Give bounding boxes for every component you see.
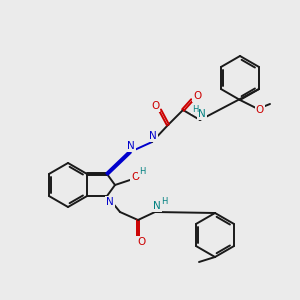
Text: O: O [256,105,264,115]
Text: N: N [149,131,157,141]
Text: N: N [106,197,114,207]
Text: N: N [153,201,161,211]
Text: O: O [193,91,201,101]
Text: H: H [139,167,145,176]
Text: N: N [127,141,135,151]
Text: O: O [137,237,145,247]
Text: H: H [192,104,198,113]
Text: O: O [131,172,139,182]
Text: N: N [198,109,206,119]
Text: O: O [151,101,159,111]
Text: H: H [161,196,167,206]
